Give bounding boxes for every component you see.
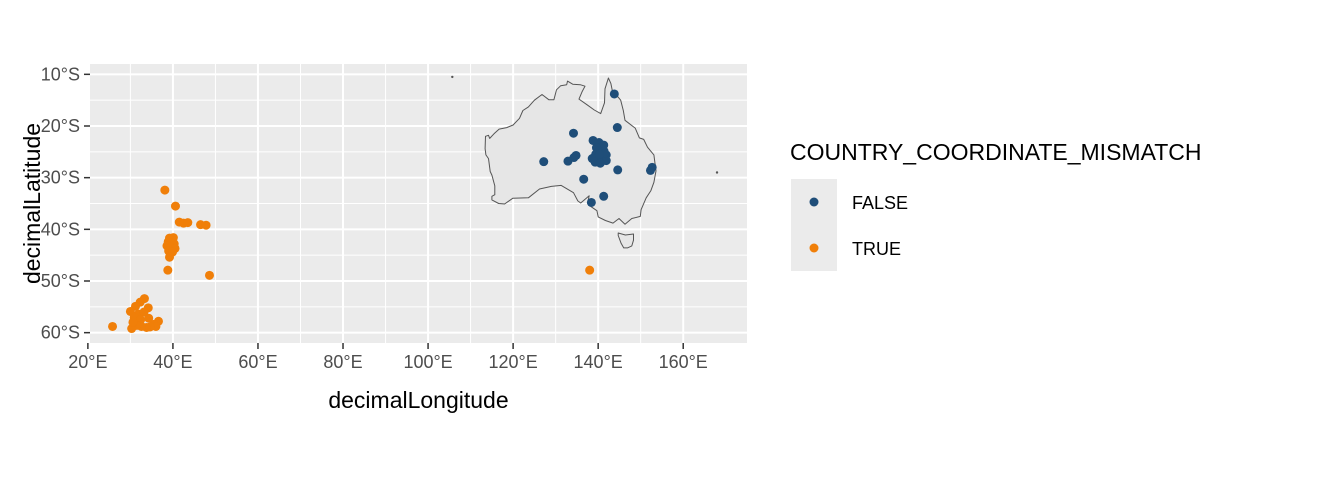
- point-true: [108, 321, 118, 331]
- x-tick-label: 140°E: [574, 352, 623, 372]
- point-false: [539, 157, 549, 167]
- land-outlines: [451, 75, 719, 249]
- point-false: [586, 197, 596, 207]
- x-axis-title: decimalLongitude: [328, 387, 508, 413]
- point-true: [160, 185, 170, 195]
- y-tick-label: 60°S: [41, 323, 80, 343]
- y-axis-title: decimalLatitude: [19, 123, 45, 284]
- point-true: [183, 218, 193, 228]
- y-axis: 10°S 20°S 30°S 40°S 50°S 60°S: [41, 64, 90, 343]
- y-tick-label: 40°S: [41, 219, 80, 239]
- x-tick-label: 100°E: [403, 352, 452, 372]
- point-false: [599, 191, 609, 201]
- legend-key-true: [809, 243, 819, 253]
- island-dot: [715, 171, 719, 174]
- y-tick-label: 50°S: [41, 271, 80, 291]
- point-false: [579, 174, 589, 184]
- legend: COUNTRY_COORDINATE_MISMATCH FALSE TRUE: [790, 139, 1201, 271]
- tasmania-outline: [617, 232, 634, 249]
- x-tick-label: 40°E: [153, 352, 192, 372]
- x-tick-label: 20°E: [68, 352, 107, 372]
- x-tick-label: 80°E: [323, 352, 362, 372]
- point-false: [613, 165, 623, 175]
- legend-label-true: TRUE: [852, 239, 901, 259]
- point-true: [128, 317, 138, 327]
- legend-key-false: [809, 197, 819, 207]
- point-true: [585, 265, 595, 275]
- point-false: [595, 158, 605, 168]
- point-true: [170, 201, 180, 211]
- point-true: [204, 270, 214, 280]
- point-true: [201, 220, 211, 230]
- point-false: [569, 128, 579, 138]
- y-tick-label: 30°S: [41, 168, 80, 188]
- x-axis: 20°E 40°E 60°E 80°E 100°E 120°E 140°E 160°E: [68, 343, 708, 372]
- point-true: [165, 252, 175, 262]
- x-tick-label: 120°E: [488, 352, 537, 372]
- point-false: [612, 123, 622, 133]
- legend-label-false: FALSE: [852, 193, 908, 213]
- point-false: [563, 156, 573, 166]
- australia-outline: [484, 77, 657, 225]
- point-true: [163, 265, 173, 275]
- point-false: [645, 165, 655, 175]
- x-tick-label: 160°E: [659, 352, 708, 372]
- y-tick-label: 10°S: [41, 64, 80, 84]
- island-dot: [451, 75, 454, 79]
- x-tick-label: 60°E: [238, 352, 277, 372]
- point-false: [609, 89, 619, 99]
- legend-keys-background: [791, 179, 837, 271]
- y-tick-label: 20°S: [41, 116, 80, 136]
- legend-title: COUNTRY_COORDINATE_MISMATCH: [790, 139, 1201, 165]
- point-false: [594, 149, 604, 159]
- data-points: [108, 89, 657, 334]
- point-true: [139, 307, 149, 317]
- point-true: [144, 313, 154, 323]
